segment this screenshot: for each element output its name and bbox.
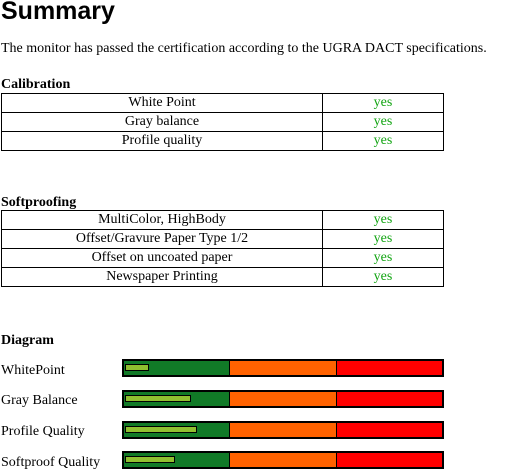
calibration-label-gray-balance: Gray balance	[1, 112, 323, 132]
softproof-label-offset-uncoated: Offset on uncoated paper	[1, 248, 323, 268]
calibration-result-gray-balance: yes	[322, 112, 444, 132]
table-row: Offset/Gravure Paper Type 1/2 yes	[1, 229, 444, 249]
profile-quality-bar	[122, 421, 444, 439]
calibration-label-white-point: White Point	[1, 93, 323, 113]
profile-quality-level-indicator	[125, 426, 197, 433]
softproof-result-multicolor: yes	[322, 210, 444, 230]
whitepoint-bar	[122, 359, 444, 377]
diagram-heading: Diagram	[1, 333, 54, 348]
softproof-quality-level-indicator	[125, 456, 175, 463]
table-row: Newspaper Printing yes	[1, 267, 444, 287]
table-row: Gray balance yes	[1, 112, 444, 132]
diagram-label-profile-quality: Profile Quality	[1, 424, 85, 439]
softproof-result-offset-gravure: yes	[322, 229, 444, 249]
bar-zone-warning	[230, 361, 337, 375]
softproofing-heading: Softproofing	[1, 195, 77, 210]
calibration-heading: Calibration	[1, 77, 71, 92]
certification-statement: The monitor has passed the certification…	[1, 41, 487, 56]
gray-balance-level-indicator	[125, 395, 191, 402]
table-row: White Point yes	[1, 93, 444, 113]
diagram-label-softproof-quality: Softproof Quality	[1, 455, 101, 470]
gray-balance-bar	[122, 390, 444, 408]
calibration-result-white-point: yes	[322, 93, 444, 113]
bar-zone-fail	[336, 361, 442, 375]
table-row: Profile quality yes	[1, 131, 444, 151]
softproof-label-offset-gravure: Offset/Gravure Paper Type 1/2	[1, 229, 323, 249]
softproof-result-offset-uncoated: yes	[322, 248, 444, 268]
bar-zone-fail	[336, 392, 442, 406]
bar-zone-warning	[230, 453, 337, 467]
calibration-result-profile-quality: yes	[322, 131, 444, 151]
calibration-table: White Point yes Gray balance yes Profile…	[1, 93, 444, 151]
whitepoint-level-indicator	[125, 364, 149, 371]
diagram-label-whitepoint: WhitePoint	[1, 363, 65, 378]
page-title: Summary	[1, 0, 115, 25]
bar-zone-good	[124, 361, 231, 375]
bar-zone-fail	[336, 423, 442, 437]
softproof-label-newspaper: Newspaper Printing	[1, 267, 323, 287]
table-row: Offset on uncoated paper yes	[1, 248, 444, 268]
bar-zone-warning	[230, 423, 337, 437]
softproof-result-newspaper: yes	[322, 267, 444, 287]
calibration-label-profile-quality: Profile quality	[1, 131, 323, 151]
bar-zone-fail	[336, 453, 442, 467]
diagram-label-gray-balance: Gray Balance	[1, 393, 78, 408]
bar-zone-warning	[230, 392, 337, 406]
table-row: MultiColor, HighBody yes	[1, 210, 444, 230]
softproof-label-multicolor: MultiColor, HighBody	[1, 210, 323, 230]
softproof-quality-bar	[122, 451, 444, 469]
softproofing-table: MultiColor, HighBody yes Offset/Gravure …	[1, 210, 444, 287]
